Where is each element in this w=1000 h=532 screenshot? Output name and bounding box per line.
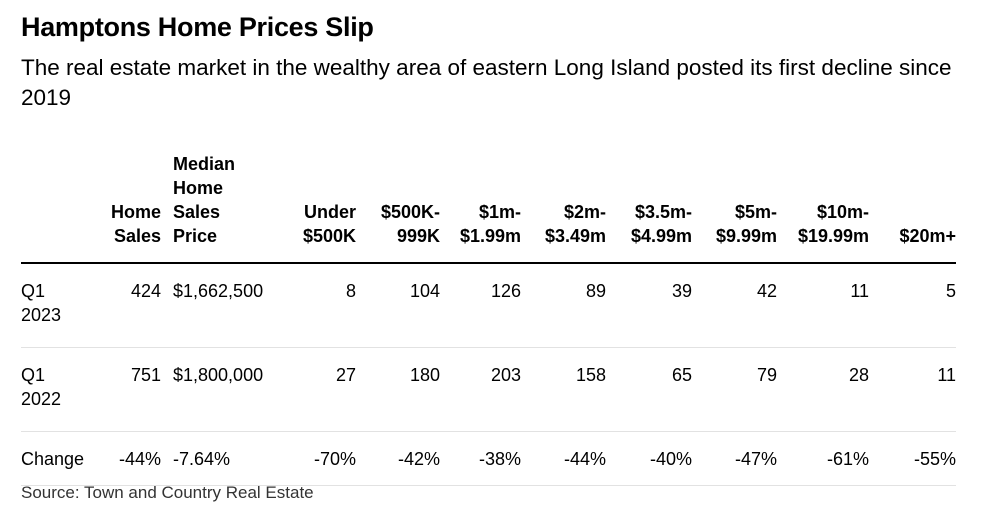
- table-cell: -55%: [869, 431, 956, 486]
- chart-title: Hamptons Home Prices Slip: [21, 12, 374, 42]
- table-cell: $1,662,500: [161, 263, 278, 348]
- header-line: Under: [303, 202, 356, 222]
- table-cell: 42: [692, 263, 777, 348]
- header-20m-plus: $20m+: [869, 152, 956, 263]
- header-line: $2m-: [563, 202, 606, 222]
- header-period: [21, 152, 103, 263]
- header-line: $9.99m: [715, 226, 777, 246]
- table-cell: -61%: [777, 431, 869, 486]
- table-cell: 158: [521, 347, 606, 432]
- table-cell: -42%: [356, 431, 440, 486]
- source-note: Source: Town and Country Real Estate: [21, 483, 314, 502]
- table-cell: 28: [777, 347, 869, 432]
- row-label: Q1 2022: [21, 347, 103, 432]
- table-cell: 8: [278, 263, 356, 348]
- header-line: $10m-: [816, 202, 869, 222]
- table-header-row: Home Sales Median Home Sales Price Under…: [21, 152, 956, 263]
- header-500k-999k: $500K- 999K: [356, 152, 440, 263]
- header-line: Sales: [113, 226, 161, 246]
- header-1m-1-99m: $1m- $1.99m: [440, 152, 521, 263]
- header-line: $4.99m: [630, 226, 692, 246]
- table-cell: 89: [521, 263, 606, 348]
- table-cell: 11: [777, 263, 869, 348]
- header-line: Home: [173, 178, 224, 198]
- header-under-500k: Under $500K: [278, 152, 356, 263]
- header-5m-9-99m: $5m- $9.99m: [692, 152, 777, 263]
- table-row-q1-2023: Q1 2023 424 $1,662,500 8 104 126 89 39 42…: [21, 263, 956, 348]
- header-line: Sales: [173, 202, 221, 222]
- row-label-line: Q1: [21, 281, 46, 301]
- table-cell: 203: [440, 347, 521, 432]
- row-label: Q1 2023: [21, 263, 103, 348]
- row-label-line: 2022: [21, 389, 62, 409]
- home-prices-table: Home Sales Median Home Sales Price Under…: [21, 152, 956, 486]
- header-line: $1m-: [478, 202, 521, 222]
- table-cell: 39: [606, 263, 692, 348]
- header-line: $20m+: [899, 226, 956, 246]
- header-2m-3-49m: $2m- $3.49m: [521, 152, 606, 263]
- table-cell: -40%: [606, 431, 692, 486]
- table-cell: 65: [606, 347, 692, 432]
- table-cell: -70%: [278, 431, 356, 486]
- header-10m-19-99m: $10m- $19.99m: [777, 152, 869, 263]
- row-label-line: Change: [21, 449, 85, 469]
- header-line: $500K: [302, 226, 356, 246]
- header-median-price: Median Home Sales Price: [161, 152, 278, 263]
- header-line: $1.99m: [459, 226, 521, 246]
- chart-subtitle: The real estate market in the wealthy ar…: [21, 55, 952, 110]
- header-line: $19.99m: [797, 226, 869, 246]
- header-home-sales: Home Sales: [103, 152, 161, 263]
- header-line: $3.5m-: [634, 202, 692, 222]
- header-line: Home: [110, 202, 161, 222]
- header-line: $500K-: [380, 202, 440, 222]
- table-cell: -44%: [103, 431, 161, 486]
- table-cell: $1,800,000: [161, 347, 278, 432]
- row-label: Change: [21, 431, 103, 486]
- table-cell: -47%: [692, 431, 777, 486]
- table-row-change: Change -44% -7.64% -70% -42% -38% -44% -…: [21, 431, 956, 486]
- table-cell: 104: [356, 263, 440, 348]
- header-line: Median: [173, 154, 236, 174]
- table-cell: 126: [440, 263, 521, 348]
- table-cell: 11: [869, 347, 956, 432]
- table-cell: -7.64%: [161, 431, 278, 486]
- row-label-line: 2023: [21, 305, 62, 325]
- table-cell: 180: [356, 347, 440, 432]
- table-cell: 751: [103, 347, 161, 432]
- table-row-q1-2022: Q1 2022 751 $1,800,000 27 180 203 158 65 …: [21, 347, 956, 432]
- table-cell: 27: [278, 347, 356, 432]
- table-cell: -38%: [440, 431, 521, 486]
- table-cell: 424: [103, 263, 161, 348]
- header-line: $5m-: [734, 202, 777, 222]
- header-line: $3.49m: [544, 226, 606, 246]
- header-line: 999K: [396, 226, 440, 246]
- header-3-5m-4-99m: $3.5m- $4.99m: [606, 152, 692, 263]
- header-line: Price: [173, 226, 218, 246]
- row-label-line: Q1: [21, 365, 46, 385]
- table-cell: 5: [869, 263, 956, 348]
- table-cell: -44%: [521, 431, 606, 486]
- table-cell: 79: [692, 347, 777, 432]
